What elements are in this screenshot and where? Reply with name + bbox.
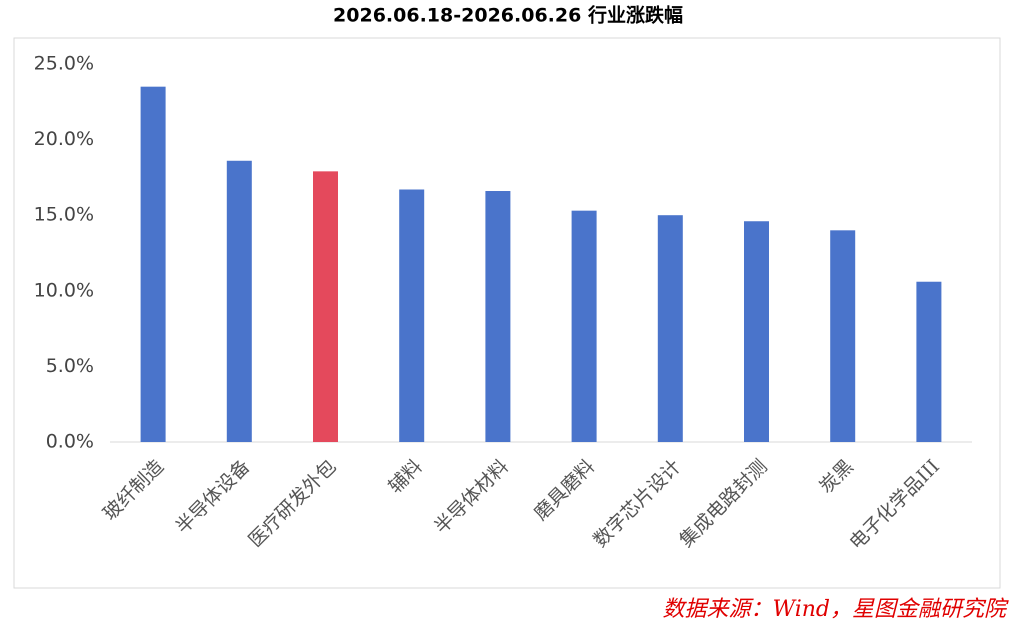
y-tick-label: 25.0% xyxy=(34,53,94,75)
bar xyxy=(830,230,856,442)
bar xyxy=(399,189,425,442)
x-tick-label: 玻纤制造 xyxy=(99,456,168,525)
x-tick-label: 半导体设备 xyxy=(172,456,255,539)
y-tick-label: 15.0% xyxy=(34,204,94,226)
source-note: 数据来源：Wind，星图金融研究院 xyxy=(662,597,1009,622)
bar xyxy=(916,281,942,442)
bar xyxy=(744,221,769,442)
bar xyxy=(313,171,338,443)
x-tick-label: 集成电路封测 xyxy=(675,456,771,552)
x-tick-label: 辅料 xyxy=(384,456,426,498)
bar xyxy=(571,210,597,442)
bar xyxy=(226,160,252,442)
y-tick-label: 20.0% xyxy=(34,128,94,150)
x-tick-label: 医疗研发外包 xyxy=(244,456,340,552)
x-tick-label: 数字芯片设计 xyxy=(589,456,685,552)
y-tick-label: 10.0% xyxy=(34,279,94,301)
chart-title: 2026.06.18-2026.06.26 行业涨跌幅 xyxy=(333,4,683,27)
x-tick-label: 磨具磨料 xyxy=(530,456,599,525)
x-tick-label: 炭黑 xyxy=(815,456,857,498)
y-tick-label: 5.0% xyxy=(46,355,94,377)
y-tick-label: 0.0% xyxy=(46,431,94,453)
bar xyxy=(140,86,166,443)
chart-frame xyxy=(13,37,1001,589)
x-tick-label: 电子化学品III xyxy=(845,456,944,555)
bar xyxy=(485,191,511,442)
x-tick-label: 半导体材料 xyxy=(430,456,513,539)
bar xyxy=(657,215,683,442)
